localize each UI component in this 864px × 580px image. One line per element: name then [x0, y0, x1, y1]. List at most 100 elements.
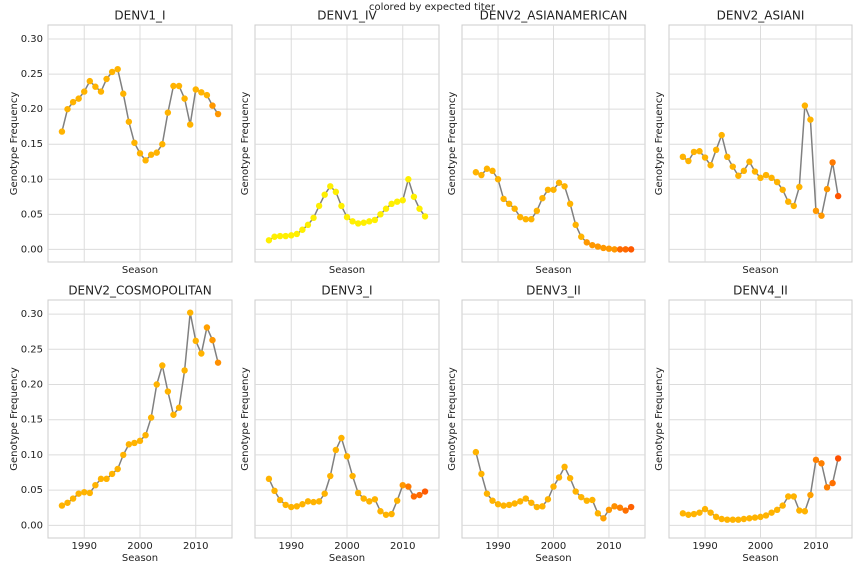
- x-tick-label: 2000: [541, 541, 566, 552]
- point: [209, 336, 216, 344]
- point: [86, 489, 94, 497]
- point: [594, 510, 602, 517]
- point: [566, 474, 574, 482]
- point: [594, 243, 602, 250]
- point: [338, 434, 345, 442]
- y-tick-label: 0.15: [21, 415, 43, 426]
- point: [757, 174, 764, 182]
- point: [108, 68, 116, 76]
- point: [114, 465, 121, 473]
- y-tick-label: 0.20: [21, 379, 43, 390]
- point: [214, 110, 222, 118]
- point: [181, 95, 188, 102]
- subplot: DENV2_ASIANI Season Genotype Frequency: [654, 9, 853, 276]
- subplot: DENV1_IV Season Genotype Frequency: [240, 9, 440, 276]
- x-tick-label: 1990: [485, 541, 510, 552]
- point: [416, 491, 423, 499]
- point: [528, 216, 535, 223]
- point: [131, 439, 138, 447]
- point: [740, 515, 748, 523]
- point: [511, 500, 518, 507]
- subplot-title: DENV2_ASIANI: [717, 9, 805, 23]
- point: [120, 90, 127, 97]
- point: [589, 496, 596, 504]
- y-tick-label: 0.30: [21, 34, 43, 45]
- point: [801, 102, 809, 109]
- point: [627, 503, 635, 511]
- point: [198, 89, 205, 96]
- point: [288, 503, 295, 511]
- point: [690, 148, 698, 156]
- x-tick-label: 1990: [279, 541, 304, 552]
- point: [616, 246, 624, 253]
- point: [611, 503, 618, 510]
- point: [718, 515, 725, 523]
- point: [170, 411, 177, 418]
- point: [583, 497, 590, 504]
- point: [472, 448, 480, 456]
- point: [589, 241, 596, 249]
- point: [572, 488, 579, 495]
- point: [796, 507, 803, 514]
- point: [142, 431, 149, 439]
- point: [494, 501, 502, 508]
- point: [175, 82, 183, 90]
- point: [690, 510, 698, 518]
- point: [366, 498, 373, 505]
- y-axis-label: Genotype Frequency: [447, 367, 458, 471]
- x-axis-label: Season: [122, 265, 158, 276]
- point: [712, 513, 720, 521]
- y-axis-label: Genotype Frequency: [240, 367, 251, 471]
- point: [768, 509, 775, 516]
- point: [539, 503, 546, 510]
- y-tick-label: 0.20: [21, 104, 43, 115]
- point: [489, 497, 496, 504]
- y-tick-label: 0.05: [21, 209, 43, 220]
- point: [561, 183, 568, 190]
- point: [829, 159, 836, 166]
- point: [354, 220, 362, 227]
- point: [164, 388, 172, 395]
- point: [75, 490, 82, 497]
- point: [405, 483, 412, 490]
- point: [578, 493, 585, 501]
- point: [762, 171, 770, 179]
- point: [478, 470, 485, 478]
- point: [707, 162, 714, 169]
- point: [627, 246, 635, 253]
- subplot: DENV2_ASIANAMERICAN Season Genotype Freque…: [447, 9, 646, 276]
- point: [834, 192, 842, 200]
- subplot: 1990 2000 2010 DENV3_I Season Genotype Freque…: [240, 284, 440, 564]
- point: [343, 453, 351, 460]
- point: [605, 245, 613, 252]
- point: [522, 495, 529, 502]
- y-tick-label: 0.25: [21, 69, 43, 80]
- point: [505, 501, 513, 509]
- point: [757, 513, 764, 521]
- y-axis-label: Genotype Frequency: [9, 367, 20, 471]
- point: [779, 502, 786, 509]
- point: [343, 213, 351, 221]
- point: [293, 230, 301, 238]
- point: [153, 381, 160, 388]
- x-tick-label: 2010: [183, 541, 208, 552]
- point: [186, 309, 194, 316]
- point: [823, 185, 831, 193]
- point: [561, 463, 568, 471]
- point: [321, 191, 328, 198]
- point: [315, 498, 323, 505]
- point: [544, 186, 552, 193]
- y-tick-label: 0.30: [21, 309, 43, 320]
- point: [550, 483, 557, 490]
- point: [147, 151, 155, 158]
- subplot-title: DENV2_COSMOPOLITAN: [68, 284, 211, 298]
- subplot: 0.00 0.05 0.10 0.15 0.20 0.25 0.30 1990 2000 2010…: [9, 284, 233, 564]
- x-tick-label: 2010: [596, 541, 621, 552]
- x-axis-label: Season: [742, 553, 778, 564]
- point: [198, 350, 205, 357]
- point: [533, 207, 541, 215]
- point: [92, 83, 99, 90]
- point: [338, 202, 345, 210]
- point: [181, 367, 188, 374]
- point: [539, 194, 546, 202]
